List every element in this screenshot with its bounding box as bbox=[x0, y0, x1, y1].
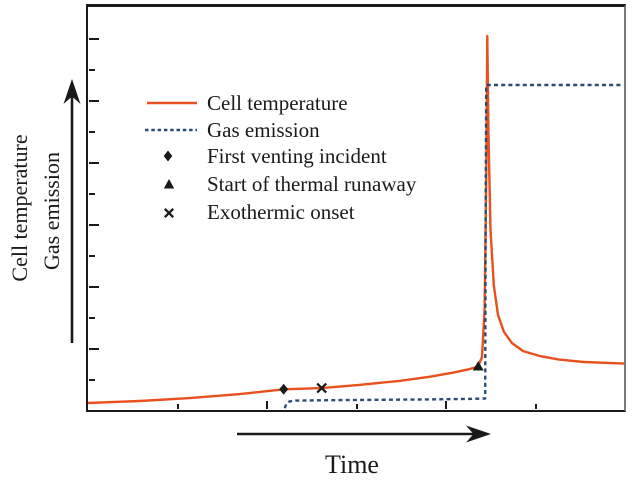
data-series-group bbox=[87, 34, 625, 409]
x-axis-major-ticks bbox=[266, 401, 447, 409]
y-axis-major-ticks bbox=[89, 38, 99, 350]
x-axis-minor-ticks bbox=[177, 404, 537, 409]
series-line-cell-temperature bbox=[87, 34, 625, 405]
x-axis-arrowhead-icon bbox=[466, 425, 491, 443]
event-marker-triangle bbox=[472, 360, 484, 371]
event-marker-diamond bbox=[279, 383, 289, 395]
legend-triangle-icon bbox=[163, 179, 175, 189]
y-axis-label-cell-temperature: Cell temperature bbox=[7, 134, 32, 282]
x-axis-label-time: Time bbox=[325, 450, 379, 479]
y-axis-label-gas-emission: Gas emission bbox=[39, 152, 64, 270]
legend-item-gas-emission: Gas emission bbox=[207, 118, 320, 142]
legend-item-start-of-thermal-runaway: Start of thermal runaway bbox=[207, 172, 417, 196]
legend-item-first-venting-incident: First venting incident bbox=[207, 144, 387, 168]
legend-diamond-icon bbox=[163, 150, 173, 162]
legend-item-exothermic-onset: Exothermic onset bbox=[207, 200, 355, 224]
plot-area-frame bbox=[86, 4, 626, 412]
event-marker-x bbox=[316, 382, 328, 394]
series-line-gas-emission bbox=[283, 83, 623, 409]
legend-item-cell-temperature: Cell temperature bbox=[207, 91, 348, 115]
y-axis-arrowhead-icon bbox=[63, 79, 81, 104]
y-axis-minor-ticks bbox=[89, 69, 95, 381]
legend-x-icon bbox=[163, 207, 175, 219]
